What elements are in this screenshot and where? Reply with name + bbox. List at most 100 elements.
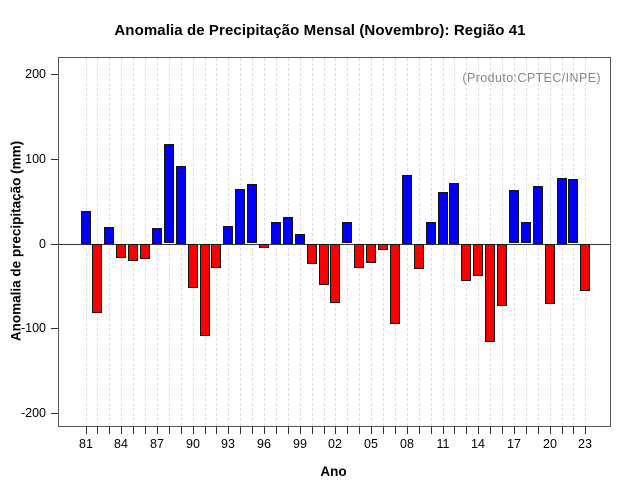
- x-tick-label: 14: [471, 437, 485, 451]
- bar-2017: [509, 190, 519, 243]
- bar-2013: [461, 244, 471, 281]
- x-tick: [276, 427, 277, 434]
- plot-area: (Produto:CPTEC/INPE): [58, 57, 611, 427]
- gridline: [359, 58, 360, 426]
- bar-1986: [140, 244, 150, 259]
- gridline: [264, 58, 265, 426]
- x-tick-label: 11: [436, 437, 450, 451]
- x-tick-label: 05: [364, 437, 378, 451]
- gridline: [324, 58, 325, 426]
- gridline: [371, 58, 372, 426]
- x-tick: [228, 427, 229, 434]
- y-tick: [51, 74, 58, 75]
- bar-1993: [223, 226, 233, 244]
- bar-2019: [533, 186, 543, 244]
- chart-title: Anomalia de Precipitação Mensal (Novembr…: [114, 22, 526, 39]
- source-annotation: (Produto:CPTEC/INPE): [462, 71, 601, 85]
- gridline: [419, 58, 420, 426]
- bar-2010: [426, 222, 436, 244]
- gridline: [205, 58, 206, 426]
- y-tick: [51, 413, 58, 414]
- x-tick: [121, 427, 122, 434]
- x-tick: [490, 427, 491, 434]
- bar-2001: [319, 244, 329, 285]
- bar-1989: [176, 166, 186, 244]
- bar-2004: [354, 244, 364, 268]
- x-tick: [538, 427, 539, 434]
- x-tick: [252, 427, 253, 434]
- bar-2007: [390, 244, 400, 324]
- x-tick: [97, 427, 98, 434]
- bar-2006: [378, 244, 388, 250]
- gridline: [133, 58, 134, 426]
- x-tick: [454, 427, 455, 434]
- bar-1999: [295, 234, 305, 244]
- x-tick-label: 20: [543, 437, 557, 451]
- x-tick: [407, 427, 408, 434]
- x-tick: [157, 427, 158, 434]
- bar-1992: [211, 244, 221, 268]
- x-tick: [324, 427, 325, 434]
- bar-2011: [438, 192, 448, 244]
- x-tick: [359, 427, 360, 434]
- x-tick: [264, 427, 265, 434]
- x-tick: [109, 427, 110, 434]
- gridline: [502, 58, 503, 426]
- y-tick: [51, 159, 58, 160]
- y-tick-label: 0: [39, 237, 46, 251]
- bar-2018: [521, 222, 531, 243]
- bar-2015: [485, 244, 495, 342]
- gridline: [97, 58, 98, 426]
- x-tick: [502, 427, 503, 434]
- x-tick: [288, 427, 289, 434]
- bar-1990: [188, 244, 198, 288]
- x-tick: [526, 427, 527, 434]
- bar-2012: [449, 183, 459, 244]
- x-tick: [133, 427, 134, 434]
- x-tick: [335, 427, 336, 434]
- x-tick-label: 96: [257, 437, 271, 451]
- bar-2014: [473, 244, 483, 276]
- x-tick: [478, 427, 479, 434]
- x-tick: [383, 427, 384, 434]
- x-tick: [193, 427, 194, 434]
- x-tick: [562, 427, 563, 434]
- bar-2003: [342, 222, 352, 243]
- bar-2016: [497, 244, 507, 306]
- gridline: [490, 58, 491, 426]
- x-tick: [145, 427, 146, 434]
- x-tick: [169, 427, 170, 434]
- bar-2020: [545, 244, 555, 304]
- x-tick: [216, 427, 217, 434]
- gridline: [121, 58, 122, 426]
- x-tick-label: 17: [507, 437, 521, 451]
- bar-1985: [128, 244, 138, 261]
- x-tick: [205, 427, 206, 434]
- x-tick: [86, 427, 87, 434]
- x-tick-label: 90: [186, 437, 200, 451]
- bar-2000: [307, 244, 317, 264]
- x-tick: [514, 427, 515, 434]
- x-tick: [573, 427, 574, 434]
- bar-1988: [164, 144, 174, 243]
- bar-2005: [366, 244, 376, 263]
- gridline: [335, 58, 336, 426]
- y-tick-label: 200: [25, 67, 46, 81]
- x-tick: [585, 427, 586, 434]
- bar-2022: [568, 179, 578, 243]
- bar-2008: [402, 175, 412, 244]
- gridline: [312, 58, 313, 426]
- bar-1983: [104, 227, 114, 244]
- x-tick-label: 81: [79, 437, 93, 451]
- bar-1996: [259, 244, 269, 248]
- x-tick-label: 23: [578, 437, 592, 451]
- x-axis-title: Ano: [320, 464, 347, 479]
- gridline: [478, 58, 479, 426]
- x-tick-label: 93: [221, 437, 235, 451]
- x-tick: [395, 427, 396, 434]
- bar-1982: [92, 244, 102, 313]
- bar-1981: [81, 211, 91, 244]
- x-tick: [550, 427, 551, 434]
- x-tick: [466, 427, 467, 434]
- bar-1994: [235, 189, 245, 244]
